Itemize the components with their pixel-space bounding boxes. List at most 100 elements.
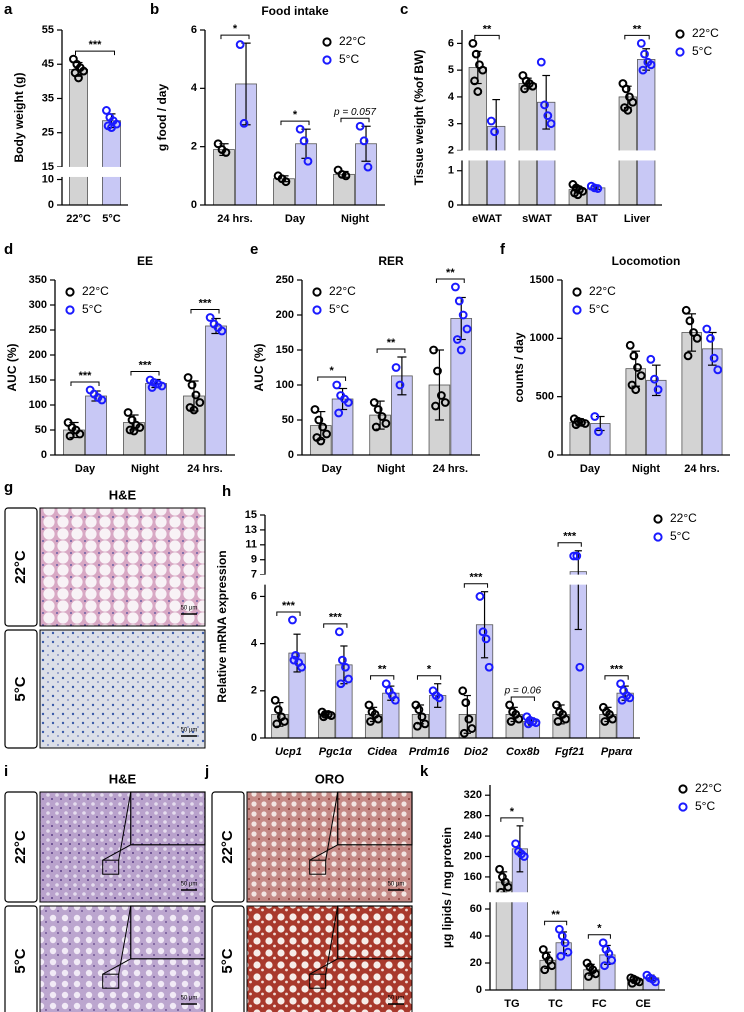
y-tick-label: 35 (42, 92, 54, 104)
data-point (702, 324, 712, 334)
data-point (281, 177, 291, 187)
legend-label: 5°C (670, 529, 690, 543)
legend-label: 22°C (692, 26, 719, 40)
y-tick-label: 40 (470, 930, 482, 942)
y-tick-label: 0 (448, 199, 454, 211)
data-point (569, 551, 579, 561)
data-point (239, 118, 249, 128)
x-tick-label: 24 hrs. (684, 463, 719, 475)
data-point (316, 436, 326, 446)
data-point (326, 711, 336, 720)
x-tick-label: Dio2 (464, 746, 488, 758)
zoom-line (102, 958, 131, 975)
significance-bracket (280, 120, 310, 126)
data-point (391, 363, 401, 372)
y-axis-label: AUC (%) (252, 344, 266, 392)
data-point (334, 627, 344, 637)
data-point (458, 310, 468, 320)
significance: *** (557, 531, 582, 547)
chart-title: RER (378, 254, 404, 268)
data-point (359, 136, 369, 146)
x-tick-label: TC (548, 998, 563, 1010)
y-tick-label: 60 (470, 903, 482, 915)
data-point (462, 324, 472, 334)
significance: * (587, 923, 611, 939)
data-point (417, 712, 427, 722)
data-point (511, 839, 521, 849)
significance-label: ** (483, 23, 492, 35)
data-point (205, 313, 215, 322)
data-point (594, 427, 603, 437)
zoom-line (118, 905, 132, 975)
data-point (552, 700, 561, 710)
x-tick-label: Ucp1 (275, 746, 302, 758)
y-tick-label: 4 (251, 638, 258, 650)
legend-marker (65, 287, 75, 297)
data-point (464, 714, 474, 724)
data-point (685, 316, 695, 326)
axis-break (484, 892, 665, 903)
data-point (322, 429, 331, 439)
x-tick-label: sWAT (522, 213, 552, 225)
data-point (343, 398, 353, 407)
y-tick-label: 0 (41, 449, 47, 461)
data-point (461, 698, 471, 708)
data-point (221, 148, 231, 157)
data-point (709, 353, 719, 363)
data-point (473, 87, 483, 96)
y-tick-label: 320 (464, 789, 482, 801)
significance-bracket (500, 817, 524, 822)
data-point (452, 335, 462, 344)
data-point (631, 385, 641, 395)
data-point (640, 49, 649, 59)
x-tick-label: 5°C (102, 213, 121, 225)
data-point (213, 139, 223, 149)
data-point (458, 686, 468, 696)
data-point (125, 425, 135, 435)
data-point (520, 84, 529, 94)
data-point (191, 390, 201, 400)
data-point (381, 419, 391, 428)
data-point (621, 84, 631, 94)
row-label-box (4, 791, 38, 903)
y-tick-label: 150 (276, 344, 294, 356)
y-tick-label: 240 (464, 830, 482, 842)
data-point (604, 949, 614, 958)
data-point (607, 955, 617, 965)
data-point (638, 65, 648, 75)
y-tick-label: 160 (464, 871, 482, 883)
data-point (505, 700, 515, 710)
x-tick-label: 24 hrs. (217, 213, 252, 225)
x-tick-label: Night (341, 213, 369, 225)
error-bar (651, 364, 661, 397)
x-tick-label: BAT (576, 213, 598, 225)
legend-marker (572, 305, 582, 315)
image-title: H&E (109, 771, 137, 786)
row-label: 22°C (12, 830, 29, 864)
data-point (334, 408, 344, 418)
axis-break (456, 150, 662, 161)
data-point (490, 127, 499, 137)
zoom-line (309, 958, 338, 975)
significance: ** (544, 909, 568, 926)
data-point (478, 65, 488, 75)
data-point (572, 551, 582, 561)
data-point (364, 700, 374, 710)
legend-label: 5°C (339, 52, 359, 66)
data-point (484, 662, 494, 672)
data-point (373, 714, 383, 724)
legend-label: 22°C (329, 284, 356, 298)
significance-label: * (427, 664, 432, 676)
data-point (440, 398, 450, 407)
data-point (295, 124, 305, 134)
significance: *** (323, 612, 348, 628)
legend-item: 5°C (65, 302, 102, 316)
data-point (390, 695, 400, 705)
row-label-box (211, 791, 245, 903)
y-tick-label: 6 (191, 24, 197, 36)
significance-bracket (340, 117, 370, 123)
bar (518, 83, 537, 206)
significance: *** (604, 664, 629, 680)
chart-title: Food intake (261, 4, 329, 18)
legend-marker (678, 802, 688, 812)
